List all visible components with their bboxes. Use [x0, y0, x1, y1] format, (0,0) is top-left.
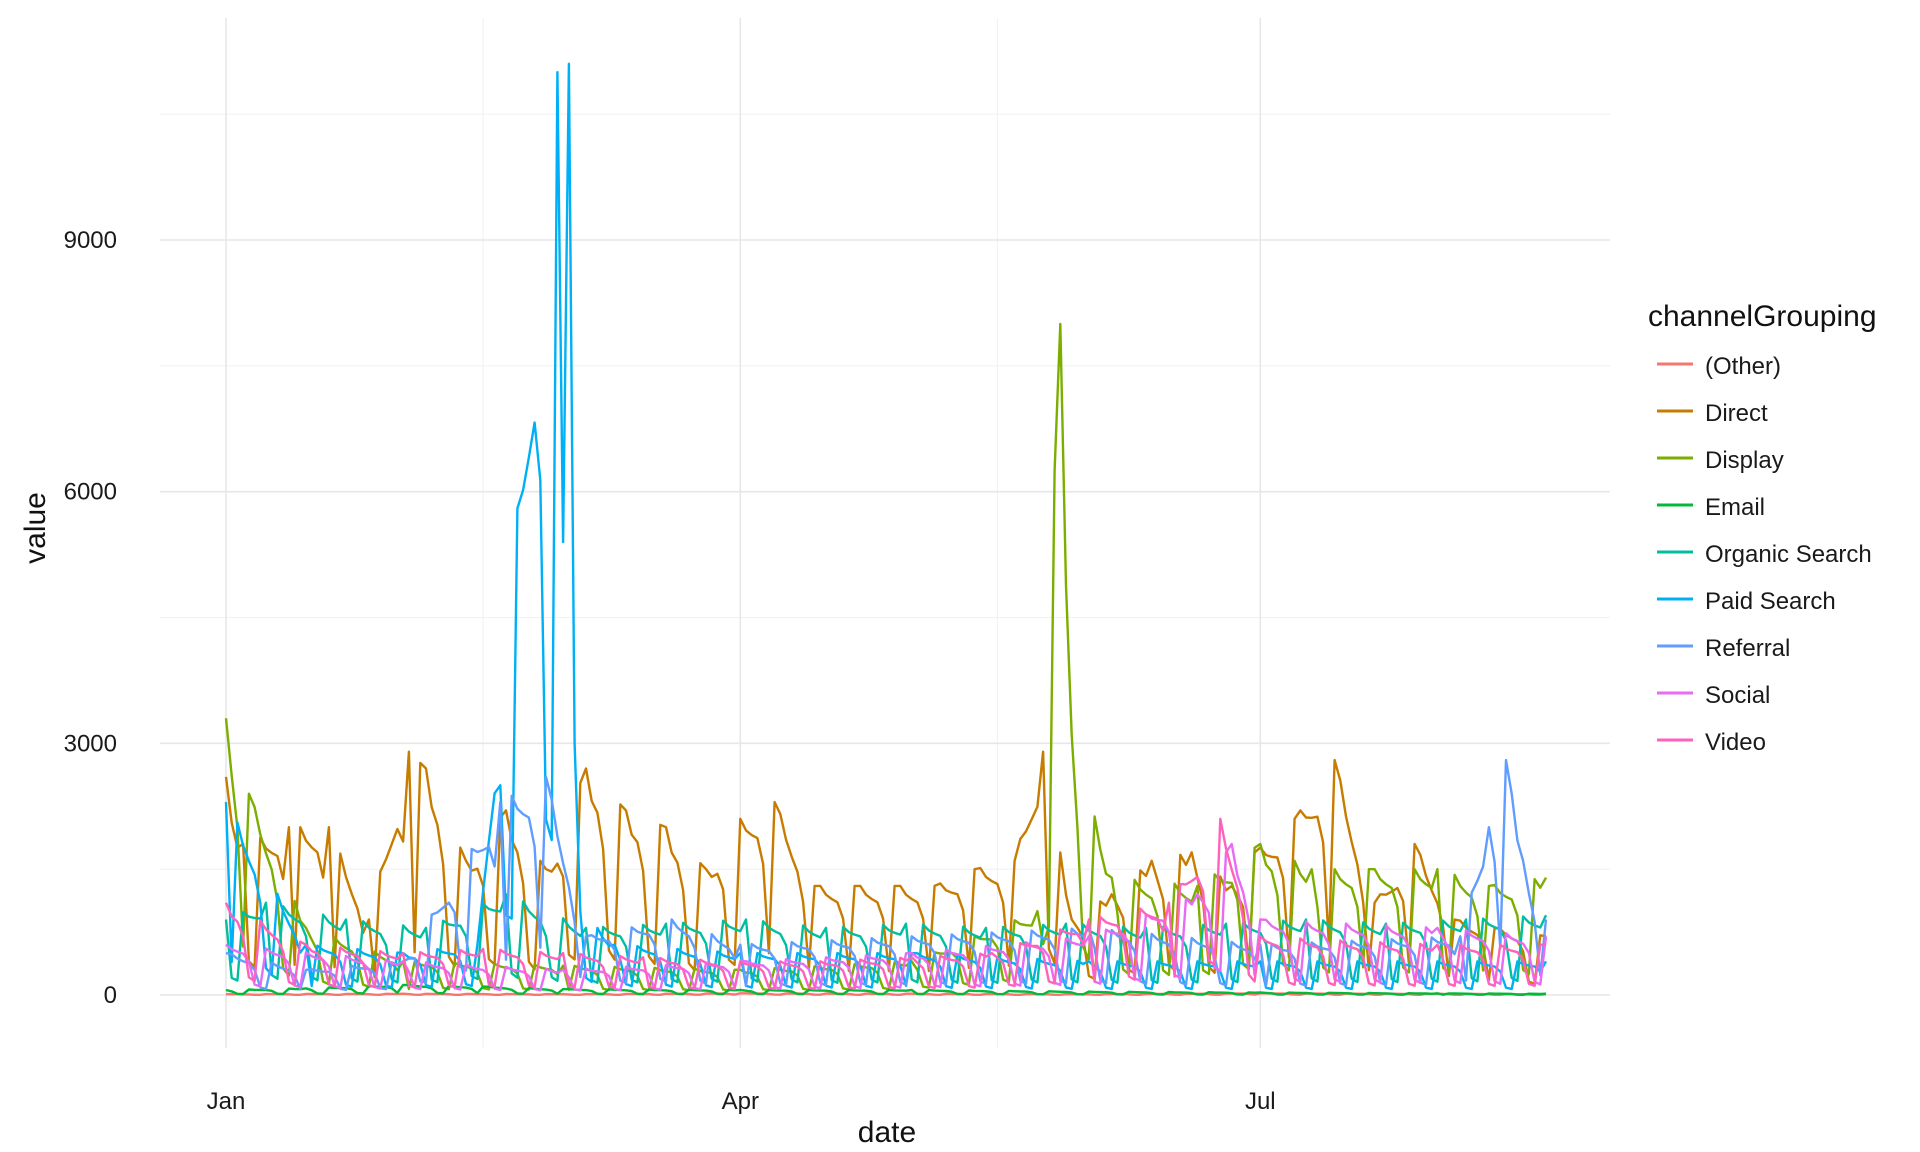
legend-title: channelGrouping — [1648, 300, 1877, 333]
legend-label: Email — [1705, 494, 1765, 521]
series-line-organic-search — [224, 893, 1548, 984]
y-tick-label: 6000 — [64, 479, 117, 506]
x-axis-tick-labels: Jan Apr Jul — [207, 1088, 1276, 1115]
series-lines — [224, 62, 1548, 996]
x-tick-label: Jul — [1245, 1088, 1276, 1115]
legend-label: Organic Search — [1705, 541, 1872, 568]
legend-item-organic-search: Organic Search — [1657, 541, 1872, 568]
legend-label: (Other) — [1705, 353, 1781, 380]
legend-label: Direct — [1705, 400, 1768, 427]
x-tick-label: Jan — [207, 1088, 246, 1115]
legend-item-referral: Referral — [1657, 635, 1790, 662]
minor-gridlines-x — [482, 18, 999, 1048]
y-tick-label: 3000 — [64, 730, 117, 757]
legend-item-video: Video — [1657, 729, 1766, 756]
legend-item-display: Display — [1657, 447, 1784, 474]
series-line-referral — [225, 758, 1548, 991]
legend-item-email: Email — [1657, 494, 1765, 521]
x-tick-label: Apr — [722, 1088, 759, 1115]
legend-label: Social — [1705, 682, 1770, 709]
legend-item-paid-search: Paid Search — [1657, 588, 1836, 615]
y-axis-title: value — [19, 492, 52, 564]
legend-label: Display — [1705, 447, 1784, 474]
x-axis-title: date — [858, 1116, 916, 1149]
legend: channelGrouping (Other) Direct Display Emai… — [1648, 300, 1877, 756]
series-line-paid-search — [224, 62, 1548, 991]
major-gridlines-x — [225, 18, 1262, 1048]
series-line-video — [224, 817, 1546, 991]
y-tick-label: 0 — [104, 982, 117, 1009]
legend-item-other: (Other) — [1657, 353, 1781, 380]
legend-items: (Other) Direct Display Email Organic Search P… — [1657, 353, 1872, 756]
legend-label: Video — [1705, 729, 1766, 756]
legend-label: Paid Search — [1705, 588, 1836, 615]
legend-item-direct: Direct — [1657, 400, 1768, 427]
legend-item-social: Social — [1657, 682, 1770, 709]
legend-label: Referral — [1705, 635, 1790, 662]
series-line-email — [225, 983, 1547, 996]
y-axis-tick-labels: 0 3000 6000 9000 — [64, 227, 117, 1009]
y-tick-label: 9000 — [64, 227, 117, 254]
series-line-display — [224, 322, 1548, 992]
